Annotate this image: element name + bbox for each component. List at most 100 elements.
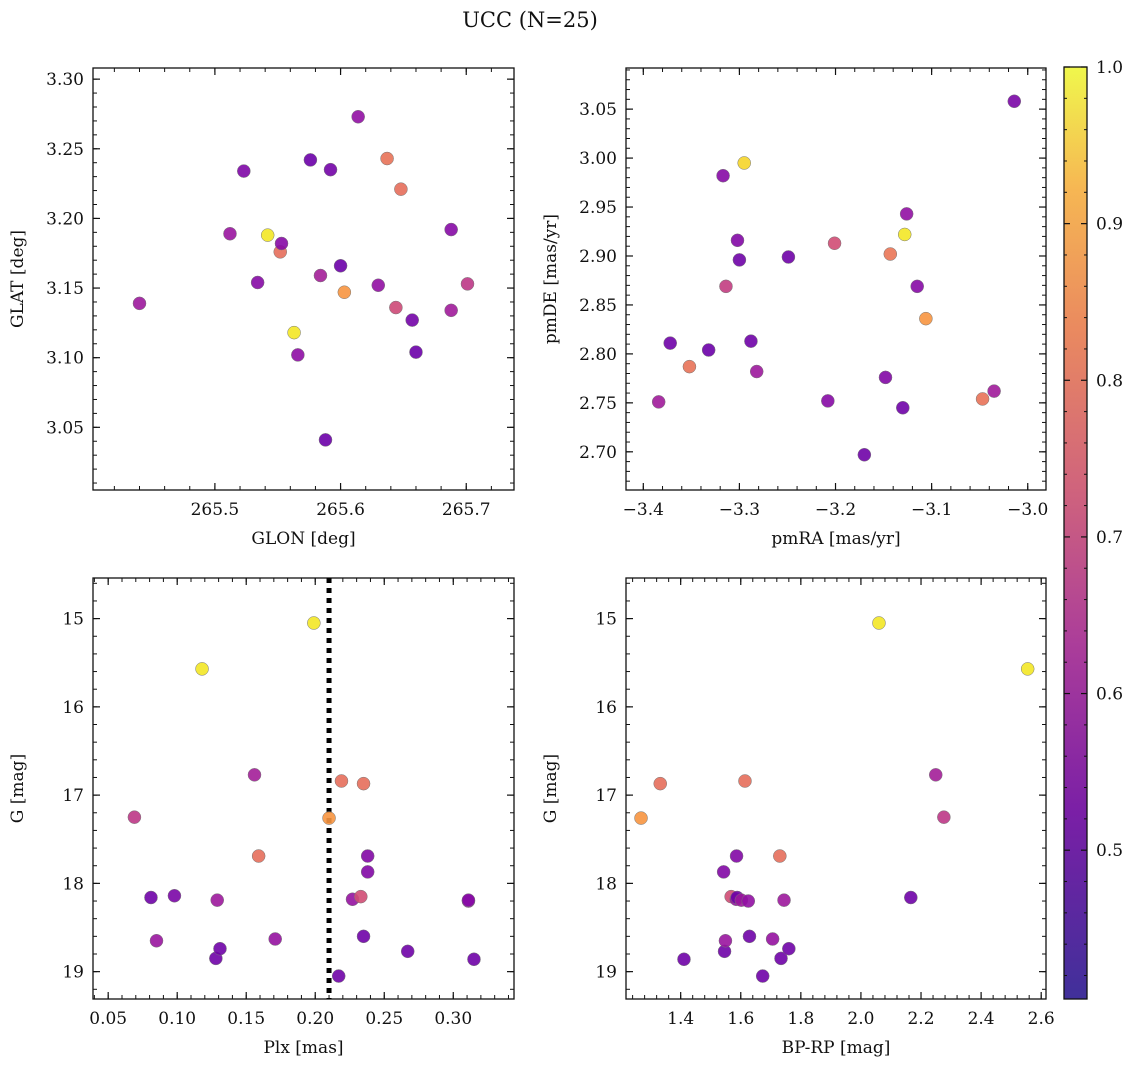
data-point (356, 929, 371, 944)
colorbar-ticks: 0.5 0.6 0.7 0.8 0.9 1.0 (1064, 58, 1123, 977)
x-axis-label: Plx [mas] (263, 1038, 343, 1058)
data-point (400, 944, 415, 959)
x-tick-label: 0.05 (89, 1009, 127, 1029)
data-point (149, 933, 164, 948)
data-point (857, 448, 872, 462)
data-point (937, 810, 951, 824)
data-point (287, 325, 301, 340)
data-point (975, 392, 990, 406)
data-point (389, 300, 403, 315)
data-point (132, 296, 147, 311)
x-tick-label: 1.4 (667, 1009, 694, 1029)
data-point (195, 662, 209, 676)
y-axis-label: pmDE [mas/yr] (541, 214, 561, 344)
x-tick-label: 2.6 (1028, 1009, 1055, 1029)
data-point (380, 151, 394, 166)
data-point (247, 768, 262, 782)
data-point (237, 164, 251, 178)
y-tick-label: 15 (62, 610, 84, 630)
data-point (409, 345, 423, 359)
y-tick-label: 18 (62, 874, 84, 894)
y-tick-label: 17 (595, 786, 617, 806)
data-point (260, 228, 275, 242)
colorbar-gradient (1063, 66, 1088, 1000)
data-point (1007, 94, 1022, 109)
data-point (333, 259, 348, 273)
data-point (331, 969, 346, 983)
x-tick-label: 265.6 (316, 500, 365, 520)
x-axis-label: pmRA [mas/yr] (771, 529, 900, 549)
y-tick-label: 19 (595, 963, 617, 983)
x-tick-label: 265.5 (191, 500, 240, 520)
data-point (653, 776, 667, 791)
y-tick-label: 18 (595, 874, 617, 894)
y-tick-label: 2.75 (579, 394, 617, 414)
data-point (896, 401, 910, 415)
colorbar-tick-label: 0.5 (1096, 841, 1123, 861)
y-tick-label: 2.85 (579, 296, 617, 316)
data-point (322, 811, 336, 825)
x-tick-label: 1.8 (787, 1009, 814, 1029)
y-tick-label: 2.70 (579, 443, 617, 463)
colorbar-tick-label: 0.7 (1096, 528, 1123, 548)
y-tick-label: 2.80 (579, 345, 617, 365)
y-tick-label: 15 (595, 610, 617, 630)
data-point (897, 227, 912, 242)
data-point (351, 109, 365, 124)
data-point (928, 768, 943, 782)
data-point (291, 348, 305, 362)
data-point (755, 969, 770, 983)
data-point (354, 889, 368, 904)
y-tick-label: 17 (62, 786, 84, 806)
plot-frame (625, 67, 1047, 491)
panels: 265.5 265.6 265.7 3.05 3.10 3.15 3.20 3.25 3.30 G… (8, 67, 1055, 1058)
data-point (371, 278, 386, 293)
data-point (467, 952, 481, 967)
data-point (313, 268, 328, 283)
data-point (732, 253, 747, 267)
data-point (444, 222, 458, 237)
data-point (251, 849, 266, 863)
y-axis-label: GLAT [deg] (8, 230, 28, 328)
y-tick-label: 3.25 (46, 140, 84, 160)
x-tick-label: 265.7 (442, 500, 491, 520)
y-tick-label: 3.05 (46, 418, 84, 438)
data-point (782, 941, 796, 956)
data-point (460, 277, 475, 291)
data-point (268, 932, 282, 946)
data-point (682, 359, 697, 374)
y-axis-label: G [mag] (8, 754, 28, 823)
data-point (360, 865, 375, 879)
panel-3: 0.05 0.10 0.15 0.20 0.25 0.30 15 16 17 18 19 Plx [m… (8, 577, 515, 1058)
data-point (827, 236, 842, 251)
data-point (651, 395, 666, 409)
data-point (334, 774, 349, 788)
data-point (210, 893, 224, 907)
y-tick-label: 2.90 (579, 247, 617, 267)
data-point (444, 303, 458, 318)
x-tick-label: 2.4 (968, 1009, 995, 1029)
y-tick-label: 19 (62, 963, 84, 983)
data-point (250, 275, 265, 290)
plot-frame (625, 577, 1047, 1000)
data-point (144, 890, 158, 905)
x-axis-label: BP-RP [mag] (782, 1038, 891, 1058)
x-tick-label: −3.0 (1007, 500, 1048, 520)
data-point (307, 616, 321, 630)
data-point (729, 849, 744, 863)
y-tick-label: 3.30 (46, 70, 84, 90)
data-point (781, 250, 796, 264)
data-point (394, 182, 408, 196)
x-tick-label: 0.10 (158, 1009, 196, 1029)
x-tick-label: −3.4 (623, 500, 664, 520)
data-point (716, 865, 731, 879)
panel-1: 265.5 265.6 265.7 3.05 3.10 3.15 3.20 3.25 3.30 G… (8, 67, 515, 549)
data-point (167, 888, 182, 903)
y-tick-label: 2.95 (579, 198, 617, 218)
data-point (303, 153, 318, 167)
plot-frame (92, 577, 515, 1000)
data-point (741, 894, 756, 908)
panel-4: 1.4 1.6 1.8 2.0 2.2 2.4 2.6 15 16 17 18 19 BP-RP [ma… (541, 577, 1055, 1058)
data-point (274, 236, 289, 251)
